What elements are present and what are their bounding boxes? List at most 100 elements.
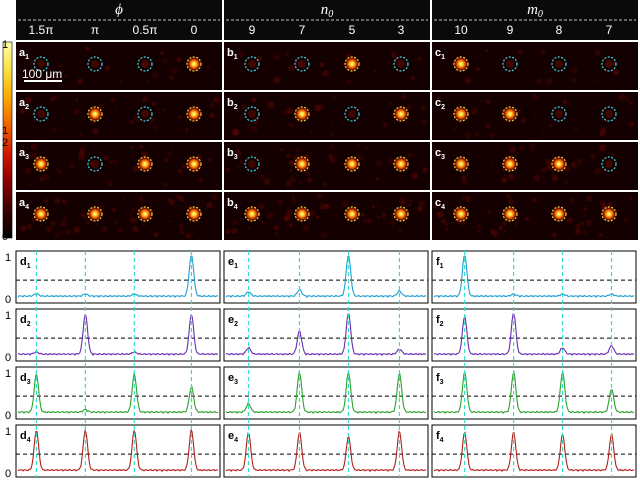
noise-speck <box>211 174 214 177</box>
noise-speck <box>277 198 284 206</box>
noise-speck <box>411 153 414 157</box>
noise-speck <box>525 216 530 222</box>
yellow-dashed-circle <box>137 206 153 222</box>
noise-speck <box>179 227 183 230</box>
noise-speck <box>122 196 126 200</box>
noise-speck <box>50 96 56 102</box>
noise-speck <box>460 195 467 201</box>
noise-speck <box>454 148 458 153</box>
noise-speck <box>599 131 605 137</box>
noise-speck <box>114 220 118 225</box>
noise-speck <box>505 193 512 199</box>
noise-speck <box>532 93 538 100</box>
noise-speck <box>209 112 215 119</box>
noise-speck <box>410 75 415 80</box>
noise-speck <box>309 130 313 134</box>
cyan-dashed-circle <box>137 106 153 122</box>
colorbar-bar <box>2 41 13 239</box>
noise-speck <box>542 176 545 179</box>
noise-speck <box>168 220 171 223</box>
colorbar-mid-label-upper: 1 <box>2 125 8 137</box>
noise-speck <box>226 167 231 172</box>
yellow-dashed-circle <box>186 56 202 72</box>
noise-speck <box>133 96 136 99</box>
noise-speck <box>498 225 503 231</box>
image-panel: c3 <box>432 142 638 190</box>
cyan-dashed-circle <box>33 56 49 72</box>
noise-speck <box>302 225 310 232</box>
weak-spot <box>248 60 256 68</box>
line-plot: e2 <box>223 308 429 362</box>
yellow-dashed-circle <box>186 156 202 172</box>
noise-speck <box>501 176 508 183</box>
cyan-dashed-circle <box>244 56 260 72</box>
image-group-m0: m0 10 9 8 7 <box>432 0 638 40</box>
noise-speck <box>444 222 449 227</box>
noise-speck <box>60 230 64 234</box>
noise-speck <box>59 64 63 68</box>
noise-speck <box>289 123 294 128</box>
weak-spot <box>605 110 613 118</box>
weak-spot <box>605 160 613 168</box>
column-label: 9 <box>249 23 256 37</box>
noise-speck <box>376 203 379 206</box>
noise-speck <box>102 226 108 232</box>
column-label: 10 <box>454 23 468 37</box>
yellow-dashed-circle <box>502 206 518 222</box>
noise-speck <box>414 195 417 198</box>
noise-speck <box>363 218 368 223</box>
noise-speck <box>132 165 140 173</box>
noise-speck <box>305 171 311 177</box>
cyan-dashed-circle <box>601 106 617 122</box>
noise-speck <box>321 206 326 210</box>
noise-speck <box>162 108 166 111</box>
noise-speck <box>364 146 368 150</box>
noise-speck <box>367 218 372 223</box>
noise-speck <box>63 216 67 220</box>
focal-spot <box>244 206 260 222</box>
noise-speck <box>74 108 80 115</box>
column-label: 1.5π <box>29 23 54 37</box>
noise-speck <box>289 176 296 183</box>
y-tick-label: 1 <box>5 426 11 438</box>
noise-speck <box>28 182 32 186</box>
image-panel: c4 <box>432 192 638 240</box>
noise-speck <box>491 230 499 237</box>
noise-speck <box>445 227 449 231</box>
plot-label: e1 <box>228 256 238 270</box>
noise-speck <box>79 146 86 153</box>
plot-label: e2 <box>228 314 238 328</box>
yellow-dashed-circle <box>453 206 469 222</box>
noise-speck <box>629 196 633 200</box>
noise-speck <box>160 51 165 55</box>
panel-label: b1 <box>227 47 238 61</box>
weak-spot <box>397 60 405 68</box>
intensity-plots: 1 0 d1 1 0 d2 1 0 d3 1 0 d4 e1 e2 e3 e4 f1 f2 f3 f4 <box>5 250 637 480</box>
plot-label: e4 <box>228 430 238 444</box>
noise-speck <box>295 149 300 153</box>
intensity-curve <box>17 255 219 298</box>
noise-speck <box>320 231 328 239</box>
noise-speck <box>177 168 183 174</box>
noise-speck <box>20 225 27 232</box>
noise-speck <box>263 178 271 186</box>
group-header: m0 <box>527 2 543 20</box>
noise-speck <box>308 102 311 105</box>
weak-spot <box>37 60 45 68</box>
noise-speck <box>464 195 472 203</box>
noise-speck <box>601 128 605 132</box>
noise-speck <box>569 197 575 204</box>
noise-speck <box>206 65 211 69</box>
noise-speck <box>583 214 585 216</box>
weak-spot <box>605 60 613 68</box>
noise-speck <box>181 164 186 168</box>
cyan-dashed-circle <box>87 56 103 72</box>
noise-speck <box>570 161 578 168</box>
noise-speck <box>453 126 457 131</box>
focal-spot <box>453 156 469 172</box>
noise-speck <box>613 69 620 76</box>
noise-speck <box>346 79 352 85</box>
noise-speck <box>65 228 72 235</box>
focal-spot <box>601 206 617 222</box>
noise-speck <box>571 77 577 83</box>
